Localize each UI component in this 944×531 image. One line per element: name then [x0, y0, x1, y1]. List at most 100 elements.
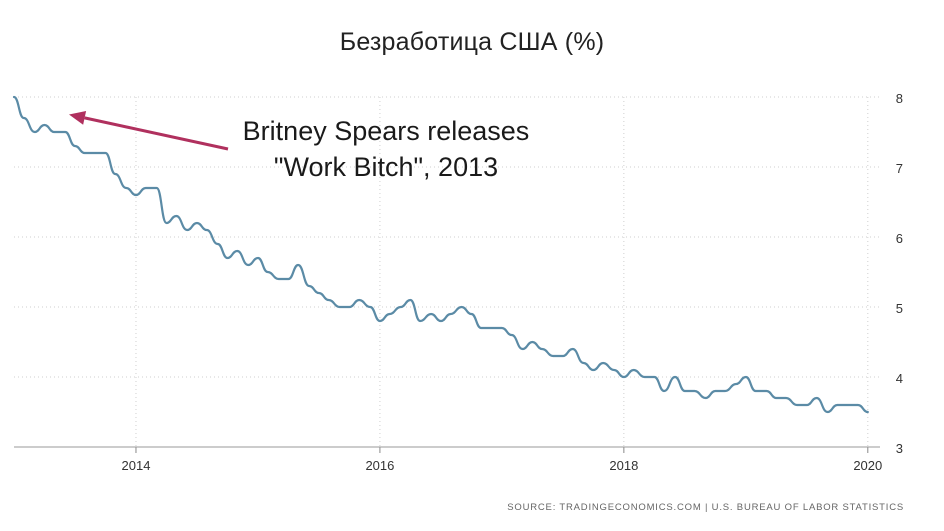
annotation: Britney Spears releases "Work Bitch", 20…	[68, 111, 530, 182]
series-layer	[12, 95, 869, 414]
data-point	[236, 250, 238, 252]
data-point	[53, 131, 55, 133]
data-point	[156, 187, 158, 189]
data-point	[653, 376, 655, 378]
data-point	[785, 397, 787, 399]
data-point	[440, 320, 442, 322]
data-point	[125, 187, 127, 189]
data-point	[34, 131, 36, 133]
data-point	[165, 222, 168, 224]
data-point	[765, 390, 768, 392]
data-point	[217, 243, 219, 245]
data-point	[531, 341, 533, 343]
data-point	[704, 397, 707, 399]
data-point	[23, 117, 25, 119]
data-point	[480, 327, 482, 329]
data-point	[836, 404, 838, 406]
data-point	[74, 145, 76, 147]
data-point	[13, 96, 15, 98]
data-point	[278, 278, 280, 280]
y-tick-label-3: 3	[896, 441, 903, 456]
data-point	[369, 306, 371, 308]
data-point	[379, 320, 381, 322]
data-point	[501, 327, 503, 329]
data-point	[257, 257, 259, 259]
annotation-text-line-2: "Work Bitch", 2013	[274, 152, 498, 182]
data-point	[796, 404, 798, 406]
axes: 3 4 5 6 7 8 2014 2016 2018 2020	[14, 91, 903, 473]
data-point	[867, 411, 869, 413]
data-point	[522, 348, 524, 350]
data-point	[633, 369, 635, 371]
data-point	[674, 376, 676, 378]
x-tick-label-2014: 2014	[122, 458, 151, 473]
data-point	[389, 313, 391, 315]
data-point	[348, 306, 351, 308]
data-point	[613, 369, 615, 371]
data-point	[175, 215, 177, 217]
data-point	[247, 264, 249, 266]
data-point	[623, 376, 625, 378]
chart-title: Безработица США (%)	[339, 28, 605, 56]
data-point	[95, 152, 97, 154]
data-point	[297, 264, 299, 266]
data-point	[43, 124, 46, 126]
data-point	[104, 152, 107, 154]
y-tick-label-5: 5	[896, 301, 903, 316]
source-note: SOURCE: TRADINGECONOMICS.COM | U.S. BURE…	[507, 502, 904, 513]
x-tick-label-2020: 2020	[853, 458, 882, 473]
data-point	[226, 257, 229, 259]
data-point	[643, 376, 646, 378]
data-point	[461, 306, 463, 308]
x-tick-label-2016: 2016	[365, 458, 394, 473]
data-point	[84, 152, 86, 154]
data-point	[206, 229, 208, 231]
data-point	[511, 334, 513, 336]
data-point	[419, 320, 421, 322]
data-point	[583, 362, 585, 364]
data-point	[602, 362, 604, 364]
data-point	[135, 194, 137, 196]
y-tick-label-4: 4	[896, 371, 903, 386]
y-tick-label-7: 7	[896, 161, 903, 176]
data-point	[826, 411, 829, 413]
data-point	[857, 404, 859, 406]
data-point	[308, 285, 310, 287]
data-point	[724, 390, 726, 392]
x-tick-label-2018: 2018	[609, 458, 638, 473]
data-point	[328, 299, 330, 301]
data-point	[450, 313, 452, 315]
data-point	[815, 397, 818, 399]
grid	[14, 96, 880, 448]
data-point	[754, 390, 757, 392]
data-point	[491, 327, 493, 329]
data-point	[64, 131, 66, 133]
data-point	[694, 390, 696, 392]
data-point	[572, 348, 574, 350]
data-point	[745, 376, 747, 378]
data-point	[775, 397, 777, 399]
data-point	[592, 369, 594, 371]
data-point	[663, 390, 665, 392]
annotation-text-line-1: Britney Spears releases	[243, 116, 530, 146]
data-point	[735, 383, 737, 385]
data-point	[196, 222, 198, 224]
data-point	[430, 313, 432, 315]
data-point	[552, 355, 554, 357]
y-tick-label-8: 8	[896, 91, 903, 106]
annotation-arrow-head	[68, 111, 87, 125]
data-point	[409, 299, 412, 301]
data-point	[806, 404, 808, 406]
data-point	[186, 229, 188, 231]
data-point	[562, 355, 564, 357]
data-point	[684, 390, 686, 392]
data-point	[114, 173, 116, 175]
y-tick-label-6: 6	[896, 231, 903, 246]
data-point	[318, 292, 320, 294]
data-point	[267, 271, 269, 273]
data-point	[714, 390, 716, 392]
annotation-arrow	[84, 116, 229, 151]
data-point	[846, 404, 848, 406]
data-point	[470, 313, 472, 315]
